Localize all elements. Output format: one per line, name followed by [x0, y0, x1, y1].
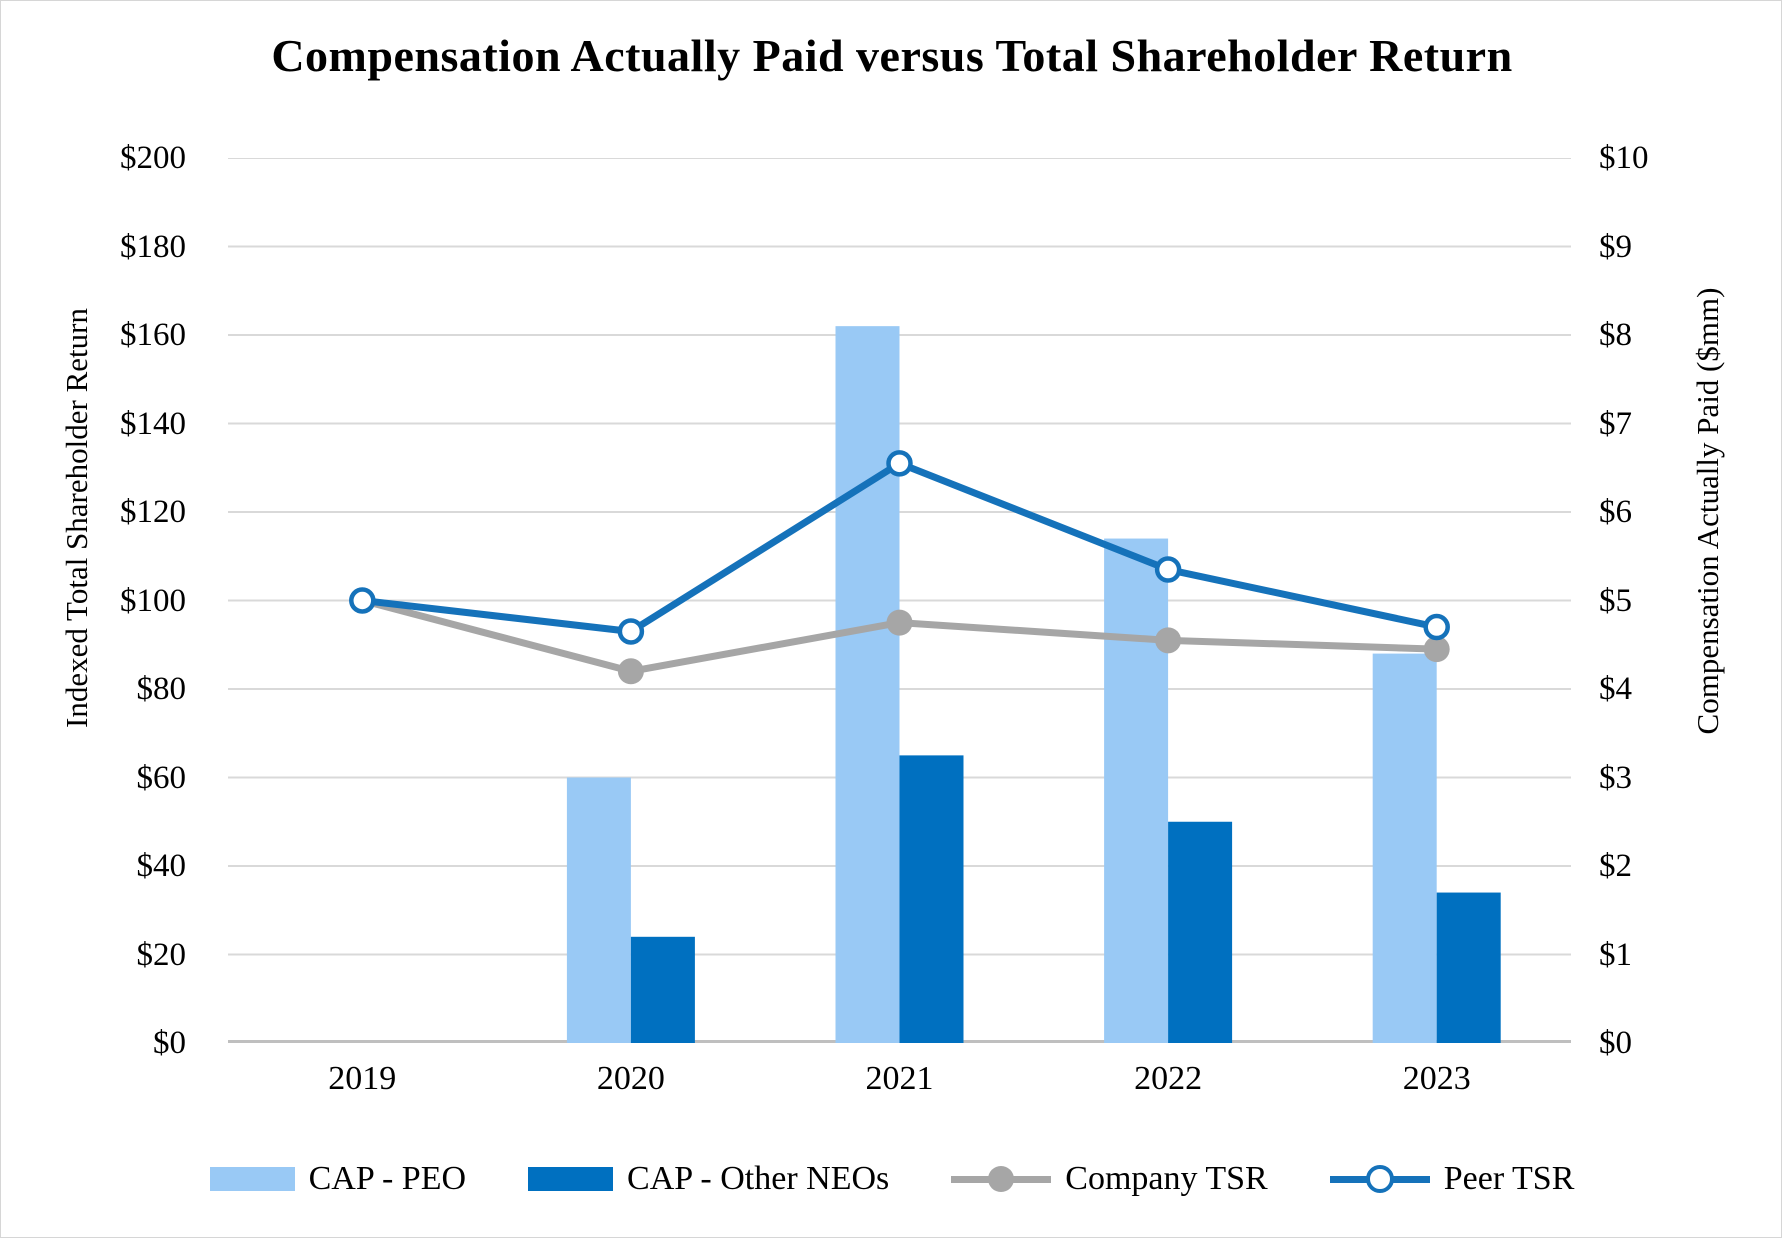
legend-item-cap-peo: CAP - PEO	[209, 1159, 467, 1199]
peer-tsr-marker-2021	[886, 450, 913, 477]
right-tick-1: $1	[1599, 936, 1632, 973]
company-tsr-marker-2020	[617, 658, 644, 685]
company-tsr-marker-2022	[1155, 627, 1182, 654]
right-tick-7: $7	[1599, 405, 1632, 442]
peer-tsr-marker-2023	[1423, 613, 1450, 641]
right-tick-8: $8	[1599, 317, 1632, 353]
company-tsr-marker-2023	[1423, 636, 1450, 663]
cap-peo-swatch-icon	[209, 1167, 295, 1191]
chart-title: Compensation Actually Paid versus Total …	[271, 30, 1513, 81]
right-tick-10: $10	[1599, 140, 1649, 176]
right-tick-9: $9	[1599, 228, 1632, 265]
legend-label-cap-other-neos: CAP - Other NEOs	[627, 1160, 890, 1197]
bar-cap-peo-2021	[835, 326, 900, 1043]
legend-item-peer-tsr: Peer TSR	[1329, 1159, 1575, 1199]
right-tick-5: $5	[1599, 582, 1632, 619]
bar-cap-other-neos-2022	[1168, 821, 1233, 1043]
left-tick-180: $180	[120, 228, 186, 265]
legend-label-cap-peo: CAP - PEO	[308, 1160, 467, 1197]
x-label-2023: 2023	[1402, 1060, 1471, 1097]
bar-cap-other-neos-2021	[899, 755, 964, 1043]
plot-area	[228, 157, 1571, 1043]
peer-tsr-marker-2022	[1154, 556, 1182, 583]
left-tick-100: $100	[120, 582, 186, 619]
legend: CAP - PEO CAP - Other NEOs Company TSR P…	[1, 1144, 1781, 1214]
left-tick-80: $80	[136, 671, 187, 707]
plot-canvas	[228, 157, 1571, 1043]
bar-cap-peo-2020	[566, 777, 631, 1043]
company-tsr-marker-2021	[886, 609, 913, 636]
bar-cap-peo-2023	[1372, 653, 1437, 1043]
bar-cap-other-neos-2020	[630, 936, 695, 1043]
left-tick-0: $0	[153, 1025, 186, 1061]
legend-item-company-tsr: Company TSR	[951, 1159, 1268, 1199]
left-tick-200: $200	[120, 140, 186, 176]
right-tick-3: $3	[1599, 759, 1632, 796]
peer-tsr-line-marker-icon	[1329, 1162, 1430, 1196]
right-tick-0: $0	[1599, 1025, 1632, 1061]
legend-label-peer-tsr: Peer TSR	[1443, 1160, 1575, 1197]
left-tick-20: $20	[136, 936, 187, 973]
right-tick-6: $6	[1599, 494, 1632, 530]
right-tick-4: $4	[1599, 671, 1632, 707]
left-tick-60: $60	[136, 759, 187, 796]
x-label-2021: 2021	[865, 1060, 934, 1097]
x-label-2020: 2020	[596, 1060, 665, 1097]
peer-tsr-marker-2019	[349, 587, 376, 614]
left-tick-140: $140	[120, 405, 186, 442]
legend-item-cap-other-neos: CAP - Other NEOs	[528, 1159, 889, 1199]
bar-cap-peo-2022	[1104, 538, 1169, 1043]
left-tick-120: $120	[120, 494, 186, 530]
right-tick-2: $2	[1599, 848, 1632, 884]
cap-other-neos-swatch-icon	[528, 1167, 614, 1191]
peer-tsr-marker-2020	[617, 618, 645, 645]
legend-label-company-tsr: Company TSR	[1065, 1160, 1268, 1197]
left-tick-160: $160	[120, 317, 186, 353]
x-label-2022: 2022	[1134, 1060, 1203, 1097]
bar-cap-other-neos-2023	[1436, 892, 1501, 1043]
x-label-2019: 2019	[328, 1060, 397, 1097]
left-tick-40: $40	[136, 848, 187, 884]
company-tsr-line-marker-icon	[951, 1162, 1052, 1196]
